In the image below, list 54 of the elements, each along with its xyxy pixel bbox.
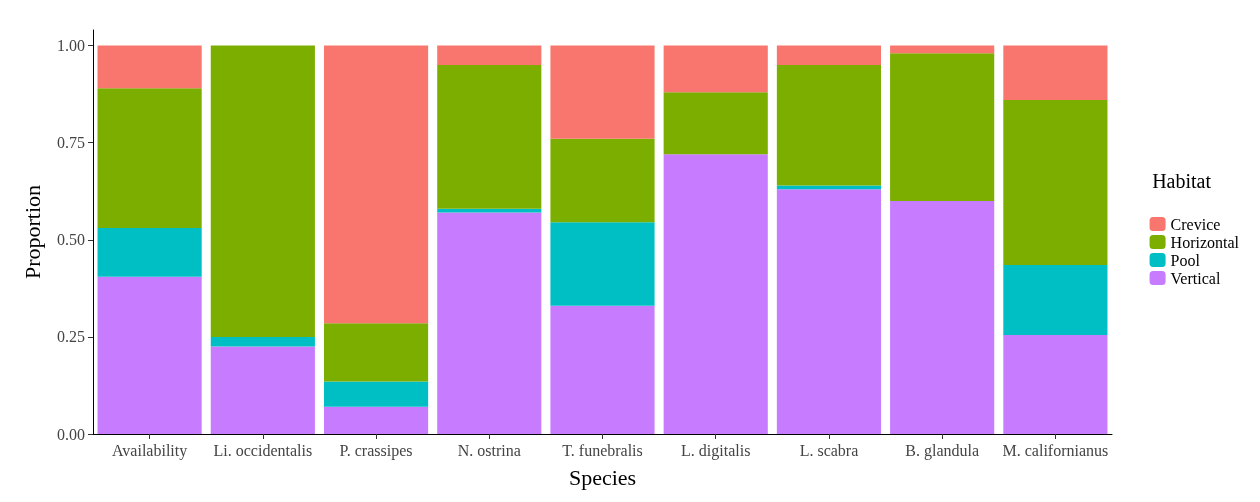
x-tick-label: L. digitalis [681, 441, 751, 460]
bar [550, 45, 655, 139]
bar [437, 45, 542, 65]
bar [323, 45, 429, 324]
x-tick-label: Li. occidentalis [213, 441, 313, 459]
bar [663, 92, 768, 155]
bar [550, 305, 655, 434]
bar [210, 346, 315, 434]
bar [323, 381, 429, 407]
bar [97, 45, 202, 89]
x-tick-label: T. funebralis [562, 441, 643, 459]
bar [1003, 45, 1108, 100]
bar [97, 88, 202, 229]
bar [323, 323, 429, 382]
x-tick-label: Availability [111, 441, 188, 460]
x-tick-label: B. glandula [905, 441, 980, 460]
y-tick-label: 0.00 [57, 425, 85, 443]
bar [97, 228, 202, 277]
bar [323, 406, 429, 434]
y-tick-label: 0.50 [57, 231, 85, 249]
bar [890, 45, 995, 54]
bar [550, 222, 655, 306]
bar [437, 212, 542, 434]
bar [663, 154, 768, 434]
y-tick-label: 1.00 [57, 37, 85, 55]
bar [1003, 99, 1108, 266]
legend-title: Habitat [1152, 170, 1212, 192]
bar [437, 208, 542, 213]
bar [1003, 334, 1108, 434]
y-tick-label: 0.25 [57, 328, 85, 346]
x-tick-label: N. ostrina [457, 441, 521, 459]
bar [890, 200, 995, 434]
legend-label: Vertical [1170, 269, 1221, 287]
bar [776, 45, 882, 65]
x-tick-label: M. californianus [1002, 441, 1109, 459]
bar [890, 53, 995, 201]
bar [97, 276, 202, 434]
x-tick-label: P. crassipes [339, 441, 413, 460]
y-tick-label: 0.75 [57, 134, 85, 152]
bar [550, 138, 655, 223]
bar [776, 185, 882, 190]
bar [1003, 265, 1108, 335]
legend-label: Pool [1170, 251, 1201, 269]
bar [663, 45, 768, 93]
bar [210, 45, 315, 337]
x-axis-title: Species [568, 464, 637, 490]
bar [776, 189, 882, 434]
y-axis-title: Proportion [19, 184, 45, 280]
bar [776, 64, 882, 186]
bar [437, 64, 542, 209]
legend-label: Horizontal [1170, 233, 1240, 251]
legend-label: Crevice [1170, 215, 1221, 233]
bar [210, 336, 315, 347]
x-tick-label: L. scabra [799, 441, 859, 459]
